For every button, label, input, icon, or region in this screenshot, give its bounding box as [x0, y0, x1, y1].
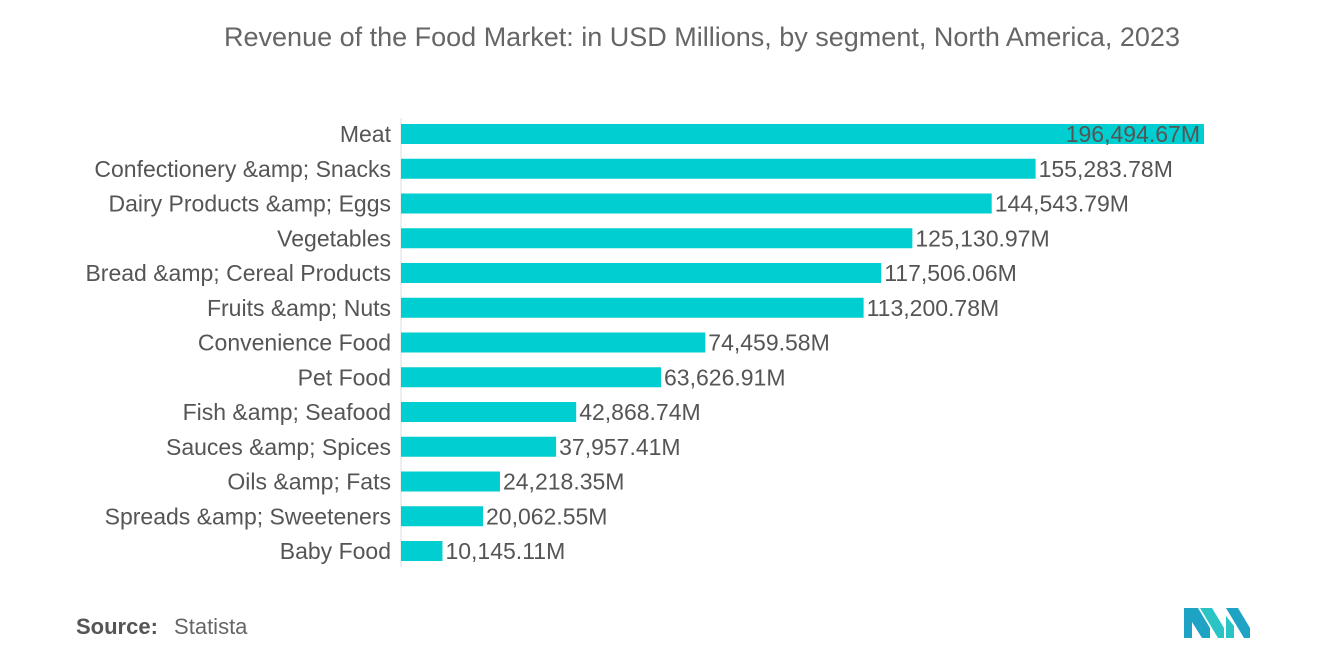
data-label: 24,218.35M	[503, 469, 624, 495]
data-label: 20,062.55M	[486, 503, 607, 529]
bar	[401, 506, 483, 527]
data-label: 125,130.97M	[915, 225, 1049, 251]
category-label: Bread &amp; Cereal Products	[85, 260, 391, 286]
bar	[401, 297, 864, 318]
data-label: 196,494.67M	[1066, 121, 1200, 147]
data-label: 144,543.79M	[995, 191, 1129, 217]
data-label: 42,868.74M	[579, 399, 700, 425]
category-label: Sauces &amp; Spices	[166, 434, 391, 460]
category-label: Spreads &amp; Sweeteners	[105, 503, 391, 529]
bar	[401, 367, 662, 388]
bar	[401, 124, 1204, 144]
data-label: 113,200.78M	[867, 295, 1000, 321]
data-label: 74,459.58M	[708, 330, 829, 356]
category-label: Baby Food	[280, 538, 391, 564]
category-label: Meat	[340, 121, 392, 147]
data-label: 37,957.41M	[559, 434, 680, 460]
source-value: Statista	[174, 614, 248, 639]
bar	[401, 193, 992, 214]
data-label: 117,506.06M	[884, 260, 1017, 286]
bar	[401, 541, 443, 561]
category-label: Fish &amp; Seafood	[183, 399, 391, 425]
bar	[401, 228, 913, 249]
source-label: Source:	[76, 614, 158, 639]
data-label: 10,145.11M	[445, 538, 565, 564]
category-label: Fruits &amp; Nuts	[207, 295, 391, 321]
source-note: Source: Statista	[76, 614, 247, 640]
bar	[401, 402, 577, 422]
data-label: 155,283.78M	[1039, 156, 1173, 182]
category-label: Confectionery &amp; Snacks	[94, 156, 391, 182]
category-label: Convenience Food	[198, 330, 391, 356]
bar-chart: Meat 196,494.67M Confectionery &amp; Snack…	[85, 118, 1204, 567]
category-label: Oils &amp; Fats	[227, 469, 391, 495]
category-label: Vegetables	[277, 225, 391, 251]
brand-logo-icon	[1184, 602, 1250, 643]
data-label: 63,626.91M	[664, 364, 785, 390]
bar	[401, 263, 882, 283]
bar	[401, 436, 557, 457]
bar	[401, 158, 1036, 179]
chart-title: Revenue of the Food Market: in USD Milli…	[224, 22, 1180, 52]
category-label: Pet Food	[298, 364, 391, 390]
bar	[401, 332, 706, 353]
category-label: Dairy Products &amp; Eggs	[108, 191, 391, 217]
bar	[401, 471, 500, 492]
